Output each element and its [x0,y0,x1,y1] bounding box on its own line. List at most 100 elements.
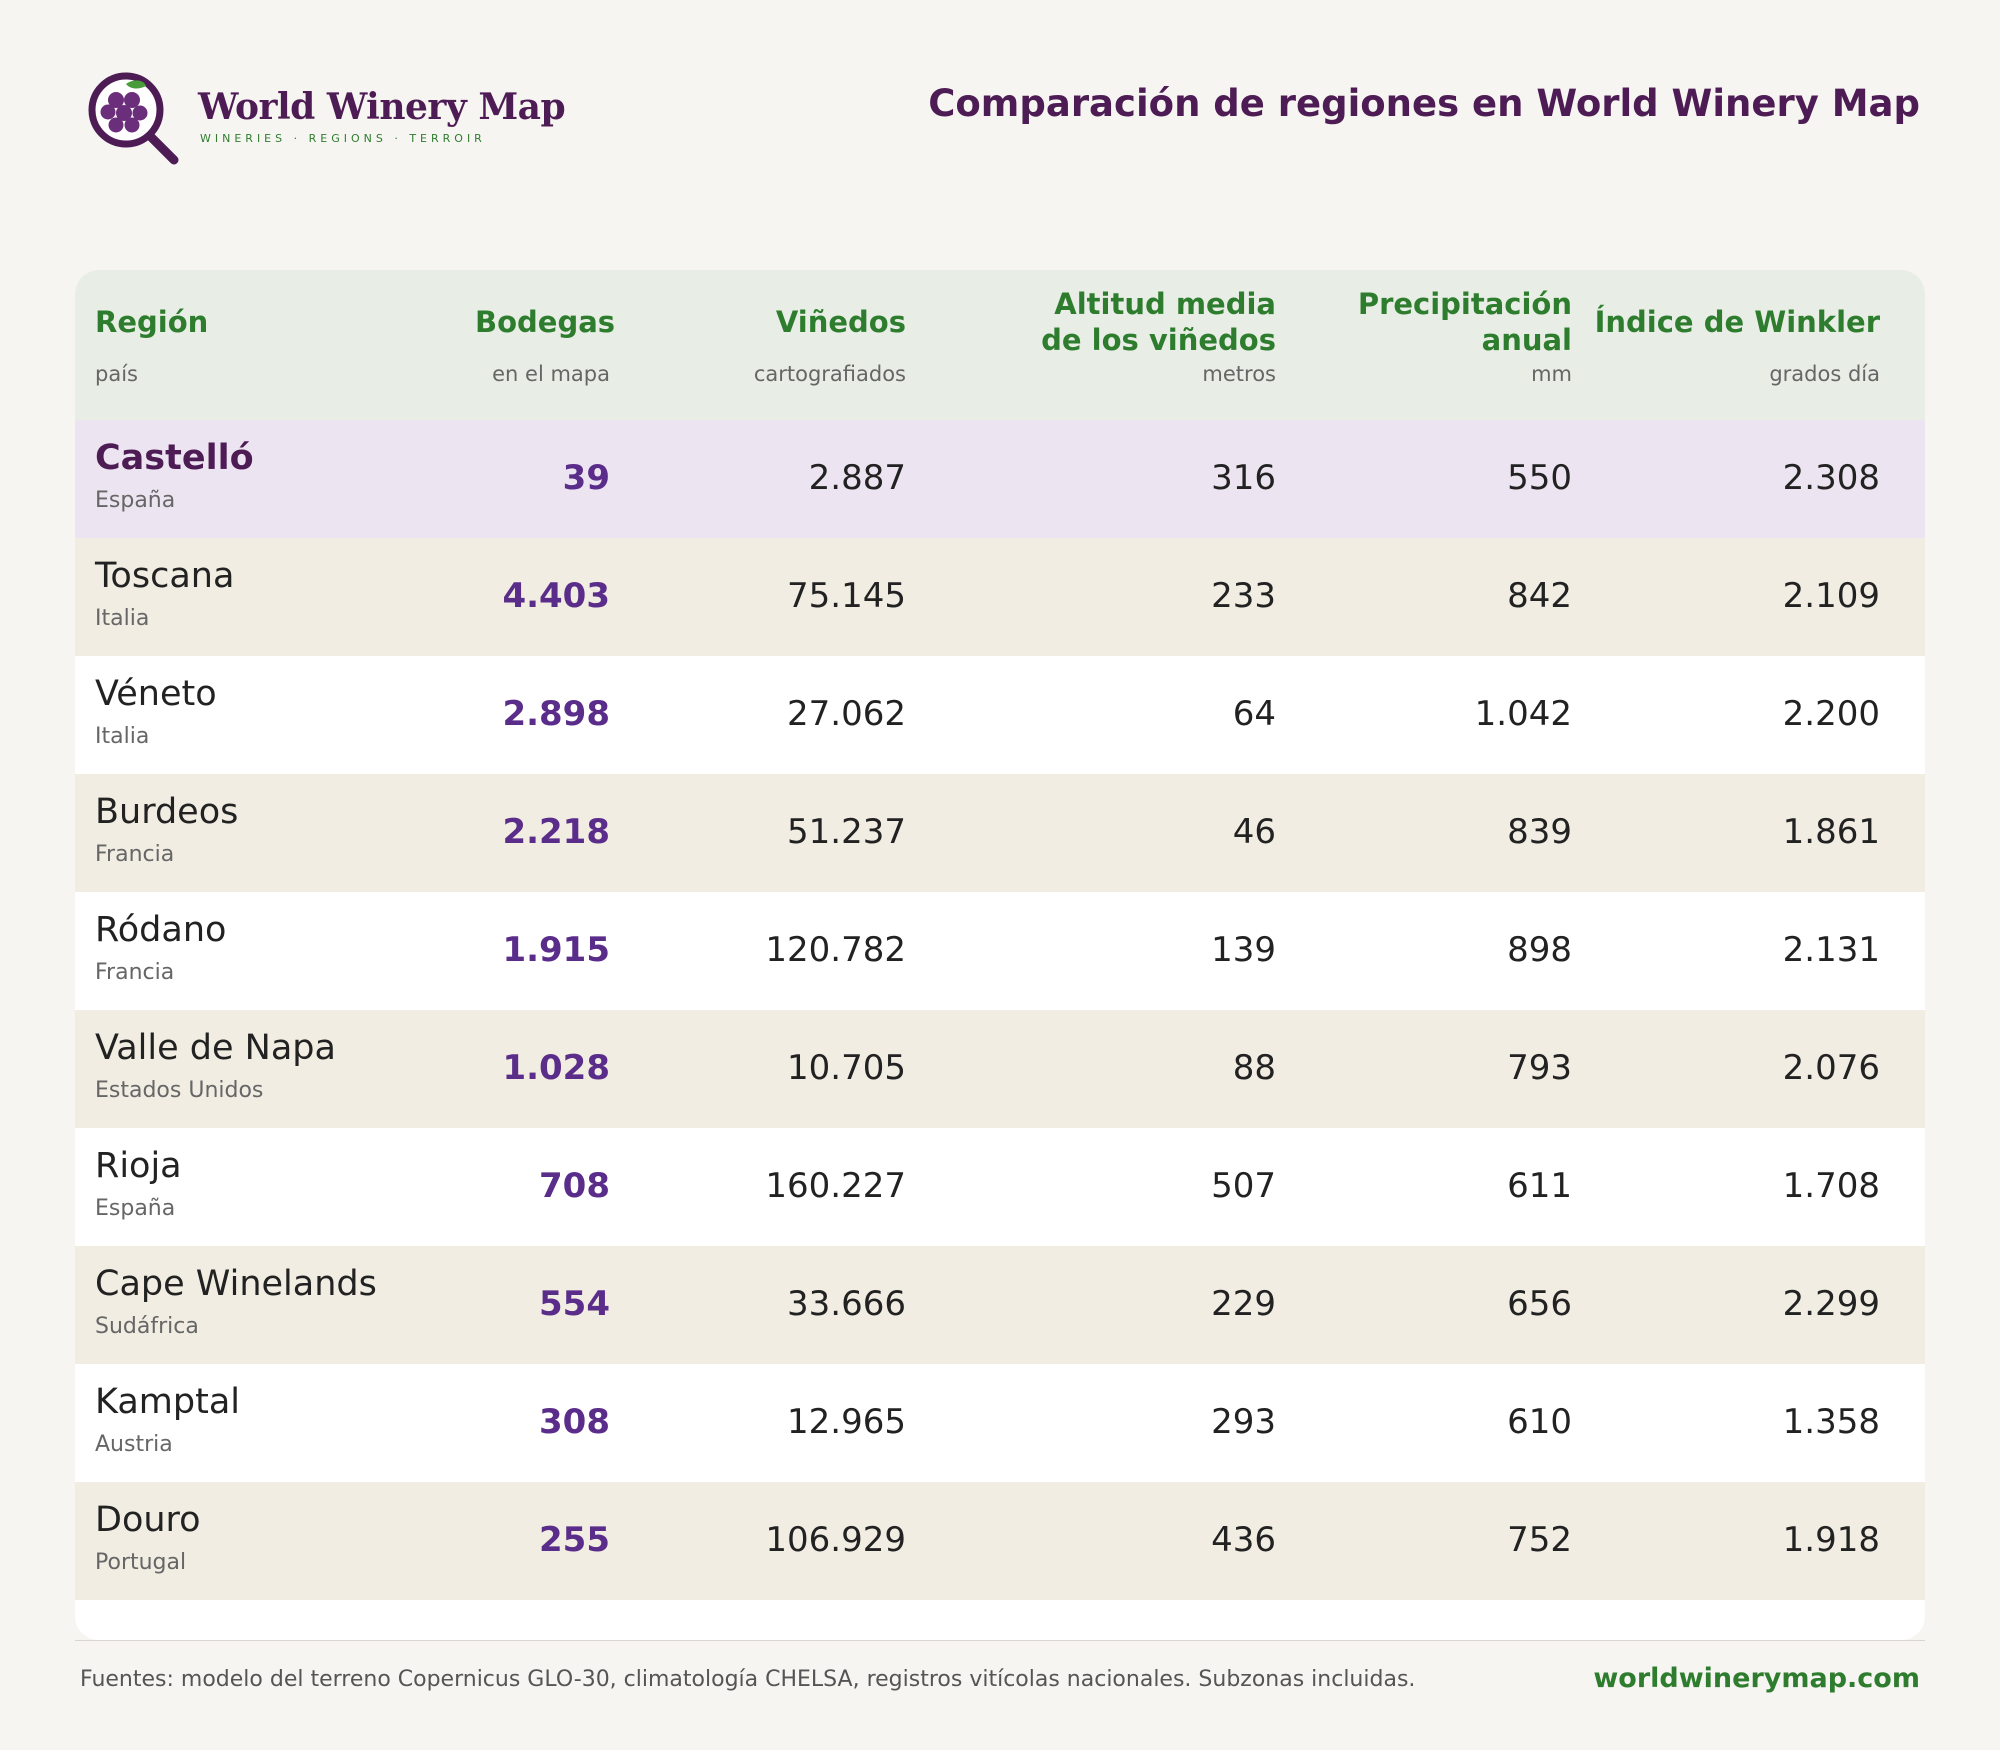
bodegas-value: 39 [562,458,610,498]
region-country: Francia [95,842,175,867]
winkler-value: 1.918 [1782,1520,1880,1560]
altitud-value: 507 [1211,1166,1276,1206]
region-name: Toscana [95,556,235,596]
table-row: Ródano Francia 1.915 120.782 139 898 2.131 [75,892,1925,1010]
precipitacion-value: 793 [1507,1048,1572,1088]
region-name: Kamptal [95,1382,240,1422]
table-row: Douro Portugal 255 106.929 436 752 1.918 [75,1482,1925,1600]
vinedos-value: 51.237 [787,812,906,852]
header-vinedos-sub: cartografiados [753,362,906,386]
precipitacion-value: 842 [1507,576,1572,616]
region-country: Italia [95,724,150,749]
comparison-table: Región país Bodegas en el mapa Viñedos c… [75,270,1925,1640]
bodegas-value: 2.218 [502,812,610,852]
winkler-value: 1.358 [1782,1402,1880,1442]
region-country: España [95,488,176,513]
table-header: Región país Bodegas en el mapa Viñedos c… [75,270,1925,420]
bodegas-value: 4.403 [502,576,610,616]
region-name: Rioja [95,1146,182,1186]
header-vinedos: Viñedos [775,305,906,339]
altitud-value: 233 [1211,576,1276,616]
winkler-value: 2.076 [1782,1048,1880,1088]
precipitacion-value: 752 [1507,1520,1572,1560]
bodegas-value: 708 [539,1166,610,1206]
table-body: Castelló España 39 2.887 316 550 2.308 Toscana I… [75,420,1925,1600]
winkler-value: 2.131 [1782,930,1880,970]
vinedos-value: 106.929 [765,1520,906,1560]
region-name: Douro [95,1500,201,1540]
winkler-value: 2.299 [1782,1284,1880,1324]
region-name: Cape Winelands [95,1264,377,1304]
header-region: Región [95,305,209,339]
grape-magnifier-icon [88,72,179,165]
header-altitud-sub: metros [1202,362,1276,386]
winkler-value: 2.109 [1782,576,1880,616]
page-title: Comparación de regiones en World Winery … [928,82,1920,125]
region-country: España [95,1196,176,1221]
region-country: Portugal [95,1550,187,1575]
table-row: Toscana Italia 4.403 75.145 233 842 2.109 [75,538,1925,656]
altitud-value: 46 [1232,812,1276,852]
vinedos-value: 160.227 [765,1166,906,1206]
altitud-value: 436 [1211,1520,1276,1560]
altitud-value: 229 [1211,1284,1276,1324]
vinedos-value: 2.887 [808,458,906,498]
region-country: Francia [95,960,175,985]
header-bodegas: Bodegas [475,305,616,339]
region-name: Burdeos [95,792,239,832]
region-country: Austria [95,1432,173,1457]
precipitacion-value: 656 [1507,1284,1572,1324]
winkler-value: 1.708 [1782,1166,1880,1206]
region-country: Italia [95,606,150,631]
winkler-value: 1.861 [1782,812,1880,852]
precipitacion-value: 839 [1507,812,1572,852]
table-row: Burdeos Francia 2.218 51.237 46 839 1.861 [75,774,1925,892]
region-name: Ródano [95,910,227,950]
brand-name: World Winery Map [198,86,566,128]
bodegas-value: 554 [539,1284,610,1324]
altitud-value: 316 [1211,458,1276,498]
table-row: Valle de Napa Estados Unidos 1.028 10.705 88… [75,1010,1925,1128]
winkler-value: 2.200 [1782,694,1880,734]
header-winkler: Índice de Winkler [1594,305,1880,339]
table-row: Castelló España 39 2.887 316 550 2.308 [75,420,1925,538]
precipitacion-value: 610 [1507,1402,1572,1442]
website-link[interactable]: worldwinerymap.com [1593,1663,1920,1694]
table-row: Véneto Italia 2.898 27.062 64 1.042 2.200 [75,656,1925,774]
vinedos-value: 33.666 [787,1284,906,1324]
precipitacion-value: 550 [1507,458,1572,498]
region-country: Estados Unidos [95,1078,264,1103]
vinedos-value: 120.782 [765,930,906,970]
footer-divider [75,1640,1925,1641]
altitud-value: 88 [1232,1048,1276,1088]
region-name: Valle de Napa [95,1028,336,1068]
header-region-sub: país [95,362,138,386]
brand-tagline: WINERIES · REGIONS · TERROIR [200,132,486,145]
table-row: Cape Winelands Sudáfrica 554 33.666 229 656 2.… [75,1246,1925,1364]
bodegas-value: 1.028 [502,1048,610,1088]
precipitacion-value: 611 [1507,1166,1572,1206]
altitud-value: 139 [1211,930,1276,970]
precipitacion-value: 898 [1507,930,1572,970]
region-name: Castelló [95,438,254,478]
header-winkler-sub: grados día [1769,362,1880,386]
region-country: Sudáfrica [95,1314,199,1339]
precipitacion-value: 1.042 [1474,694,1572,734]
vinedos-value: 75.145 [787,576,906,616]
winkler-value: 2.308 [1782,458,1880,498]
vinedos-value: 10.705 [787,1048,906,1088]
bodegas-value: 2.898 [502,694,610,734]
vinedos-value: 27.062 [787,694,906,734]
sources-note: Fuentes: modelo del terreno Copernicus G… [80,1667,1416,1692]
header-altitud: Altitud media de los viñedos [1041,287,1276,357]
altitud-value: 293 [1211,1402,1276,1442]
altitud-value: 64 [1232,694,1276,734]
page-header: World Winery Map WINERIES · REGIONS · TE… [86,70,1920,180]
table-row: Kamptal Austria 308 12.965 293 610 1.358 [75,1364,1925,1482]
header-precipitacion-sub: mm [1531,362,1572,386]
bodegas-value: 1.915 [502,930,610,970]
vinedos-value: 12.965 [787,1402,906,1442]
region-name: Véneto [95,674,217,714]
bodegas-value: 255 [539,1520,610,1560]
bodegas-value: 308 [539,1402,610,1442]
